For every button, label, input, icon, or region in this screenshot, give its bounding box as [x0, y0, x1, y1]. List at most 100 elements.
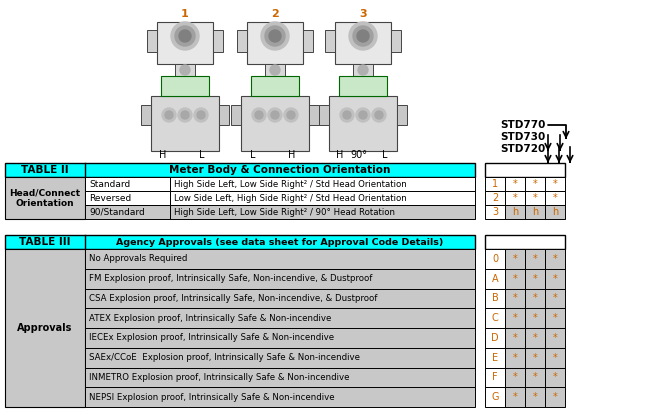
Bar — [325, 30, 335, 52]
Text: CSA Explosion proof, Intrinsically Safe, Non-incendive, & Dustproof: CSA Explosion proof, Intrinsically Safe,… — [89, 294, 377, 303]
Text: F: F — [492, 372, 498, 382]
Circle shape — [255, 111, 263, 119]
Text: Head/Connect: Head/Connect — [10, 188, 80, 198]
Bar — [170, 205, 475, 219]
Bar — [485, 288, 505, 308]
Bar — [485, 348, 505, 368]
Circle shape — [356, 108, 370, 122]
Circle shape — [175, 26, 195, 46]
Circle shape — [162, 108, 176, 122]
Bar — [335, 22, 391, 64]
Bar — [525, 177, 545, 191]
Circle shape — [271, 111, 279, 119]
Text: *: * — [513, 392, 517, 402]
Bar — [251, 76, 299, 96]
Text: 3: 3 — [359, 9, 367, 19]
Text: B: B — [492, 293, 498, 303]
Bar — [5, 249, 85, 407]
Text: 2: 2 — [271, 9, 279, 19]
Text: STD720: STD720 — [500, 144, 545, 154]
Bar — [485, 368, 505, 387]
Bar — [85, 249, 475, 269]
Circle shape — [340, 108, 354, 122]
Bar — [485, 249, 505, 269]
Text: Meter Body & Connection Orientation: Meter Body & Connection Orientation — [169, 165, 391, 175]
Bar — [147, 30, 157, 52]
Bar — [237, 30, 247, 52]
Text: 1: 1 — [181, 9, 189, 19]
Text: *: * — [513, 293, 517, 303]
Text: H: H — [288, 150, 296, 160]
Bar — [247, 22, 303, 64]
Bar — [5, 177, 85, 219]
Text: L: L — [382, 150, 387, 160]
Text: Approvals: Approvals — [18, 323, 73, 333]
Text: *: * — [553, 372, 557, 382]
Text: *: * — [553, 353, 557, 363]
Bar — [505, 288, 525, 308]
Text: G: G — [491, 392, 498, 402]
Bar — [85, 308, 475, 328]
Bar — [175, 64, 195, 76]
Text: D: D — [491, 333, 499, 343]
Circle shape — [372, 108, 386, 122]
Text: 0: 0 — [492, 254, 498, 264]
Text: *: * — [513, 372, 517, 382]
Circle shape — [269, 30, 281, 42]
Text: STD730: STD730 — [500, 132, 545, 142]
Text: Standard: Standard — [89, 180, 130, 188]
Bar — [545, 191, 565, 205]
Bar — [525, 328, 545, 348]
Text: H: H — [159, 150, 167, 160]
Bar — [525, 288, 545, 308]
Bar — [545, 387, 565, 407]
Text: *: * — [553, 179, 557, 189]
Text: ATEX Explosion proof, Intrinsically Safe & Non-incendive: ATEX Explosion proof, Intrinsically Safe… — [89, 314, 332, 322]
Text: C: C — [492, 313, 498, 323]
Bar — [303, 30, 313, 52]
Bar — [525, 191, 545, 205]
Bar — [525, 387, 545, 407]
Circle shape — [194, 108, 208, 122]
Text: *: * — [533, 372, 537, 382]
Bar — [505, 348, 525, 368]
Bar — [213, 30, 223, 52]
Text: NEPSI Explosion proof, Intrinsically Safe & Non-incendive: NEPSI Explosion proof, Intrinsically Saf… — [89, 393, 335, 402]
Text: *: * — [513, 193, 517, 203]
Text: FM Explosion proof, Intrinsically Safe, Non-incendive, & Dustproof: FM Explosion proof, Intrinsically Safe, … — [89, 274, 373, 283]
Circle shape — [284, 108, 298, 122]
Bar — [5, 235, 475, 249]
Bar — [505, 249, 525, 269]
Text: *: * — [513, 254, 517, 264]
Bar — [545, 328, 565, 348]
Bar — [85, 288, 475, 308]
Bar — [85, 177, 170, 191]
Bar — [485, 269, 505, 288]
Text: *: * — [533, 293, 537, 303]
Text: E: E — [492, 353, 498, 363]
Circle shape — [287, 111, 295, 119]
Text: TABLE II: TABLE II — [21, 165, 69, 175]
Text: No Approvals Required: No Approvals Required — [89, 254, 188, 264]
Text: SAEx/CCoE  Explosion proof, Intrinsically Safe & Non-incendive: SAEx/CCoE Explosion proof, Intrinsically… — [89, 353, 360, 362]
Bar — [219, 105, 229, 125]
Bar — [85, 328, 475, 348]
Bar — [485, 387, 505, 407]
Circle shape — [181, 111, 189, 119]
Bar — [85, 368, 475, 387]
Text: *: * — [533, 193, 537, 203]
Text: *: * — [553, 254, 557, 264]
Text: 2: 2 — [492, 193, 498, 203]
Bar — [241, 96, 309, 151]
Bar — [309, 105, 319, 125]
Bar — [157, 22, 213, 64]
Text: IECEx Explosion proof, Intrinsically Safe & Non-incendive: IECEx Explosion proof, Intrinsically Saf… — [89, 333, 334, 342]
Circle shape — [268, 108, 282, 122]
Bar — [505, 368, 525, 387]
Bar — [339, 76, 387, 96]
Bar — [391, 30, 401, 52]
Bar — [525, 348, 545, 368]
Bar — [505, 269, 525, 288]
Bar — [141, 105, 151, 125]
Circle shape — [359, 111, 367, 119]
